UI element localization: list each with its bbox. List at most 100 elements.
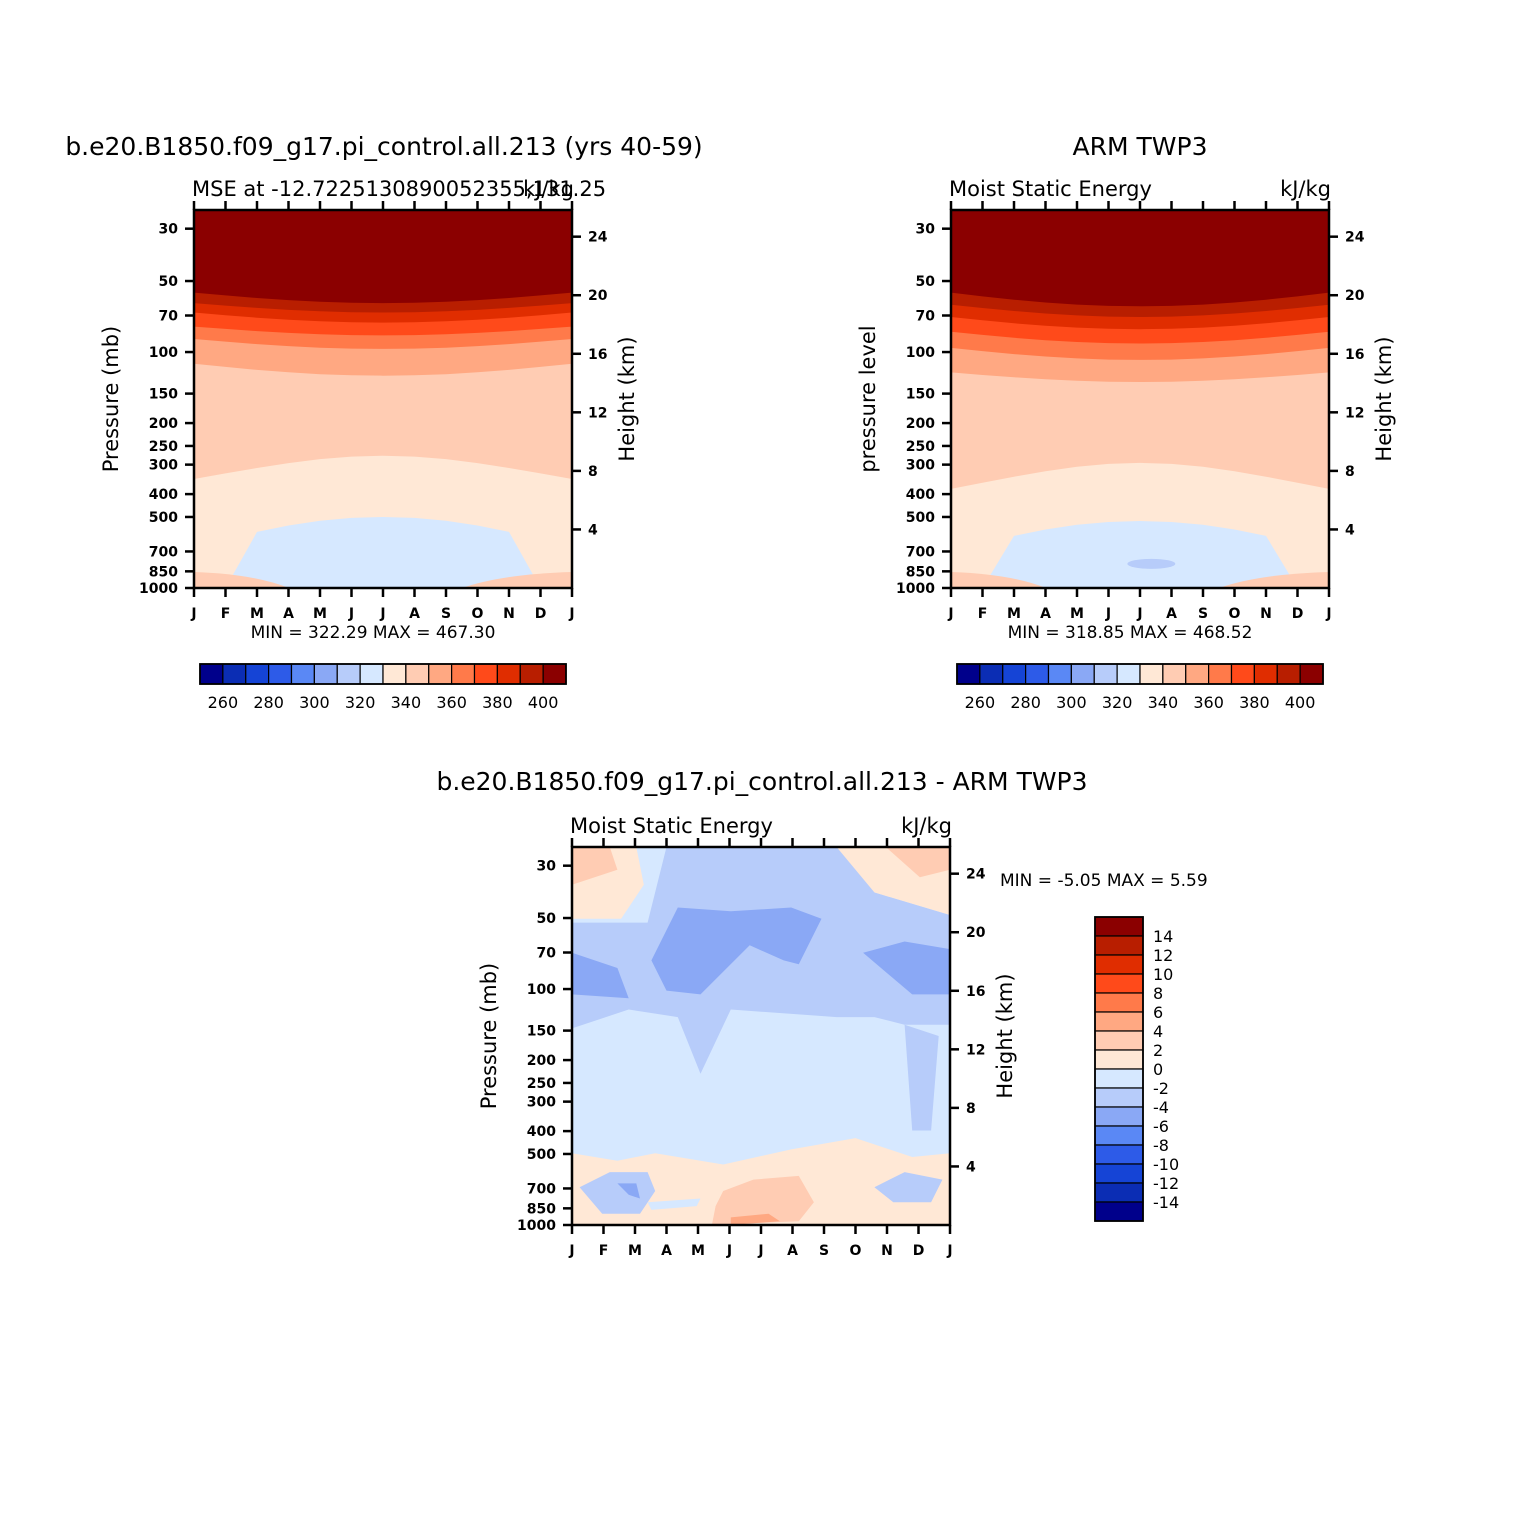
colorbar-label: 280	[1010, 693, 1041, 712]
y2-tick-label: 20	[966, 925, 986, 941]
y-tick-label: 200	[527, 1053, 556, 1069]
y-tick-label: 100	[149, 345, 178, 361]
x-tick-label: D	[535, 606, 547, 622]
x-tick-label: M	[250, 606, 264, 622]
contour-band	[874, 1172, 943, 1203]
y-tick-label: 850	[527, 1201, 556, 1217]
colorbar-label: 400	[528, 693, 559, 712]
x-tick-label: F	[978, 606, 988, 622]
colorbar-swatch	[359, 663, 384, 685]
x-tick-label: J	[568, 606, 574, 622]
colorbar-swatch	[1094, 1106, 1144, 1127]
x-tick-label: M	[1070, 606, 1084, 622]
colorbar-swatch	[245, 663, 270, 685]
y2-tick-label: 24	[1345, 230, 1365, 246]
contour-band	[1219, 572, 1329, 588]
y-tick-label: 700	[527, 1181, 556, 1197]
colorbar-swatch	[473, 663, 498, 685]
y2-tick-label: 8	[1345, 464, 1355, 480]
y-tick-label: 50	[537, 911, 557, 927]
colorbar-label: 0	[1153, 1060, 1163, 1079]
y-tick-label: 100	[906, 345, 935, 361]
contour-band	[863, 941, 950, 995]
panel-model: J F M A M J J A S O N D J 30 50 70 100 150 200 250 300 400 500…	[65, 132, 702, 712]
y-tick-label: 1000	[139, 581, 178, 597]
contour-band	[579, 1172, 656, 1214]
y2-tick-label: 12	[588, 405, 607, 421]
colorbar-label: -2	[1153, 1079, 1169, 1098]
x-tick-label: S	[441, 606, 451, 622]
y-axis-label: pressure level	[856, 325, 880, 472]
min-max-stats: MIN = -5.05 MAX = 5.59	[1000, 871, 1208, 891]
colorbar-swatch	[1094, 1125, 1144, 1146]
x-tick-label: O	[472, 606, 484, 622]
y2-tick-label: 4	[966, 1159, 976, 1175]
y2-axis-label: Height (km)	[993, 973, 1017, 1098]
x-tick-label: J	[726, 1243, 732, 1259]
y2-tick-label: 4	[588, 522, 598, 538]
colorbar-swatch	[1230, 663, 1255, 685]
colorbar-swatch	[1025, 663, 1050, 685]
colorbar-swatch	[1094, 1201, 1144, 1222]
x-tick-label: J	[947, 606, 953, 622]
colorbar-label: 340	[391, 693, 422, 712]
colorbar-swatch	[542, 663, 567, 685]
panel-title: b.e20.B1850.f09_g17.pi_control.all.213 -…	[436, 767, 1087, 796]
colorbar-swatch	[1094, 1049, 1144, 1070]
colorbar-label: -6	[1153, 1117, 1169, 1136]
y2-tick-label: 8	[966, 1101, 976, 1117]
y-tick-label: 700	[149, 544, 178, 560]
colorbar-label: 380	[482, 693, 513, 712]
y2-axis-label: Height (km)	[1372, 336, 1396, 461]
contour-band	[885, 847, 950, 878]
y2-tick-label: 24	[588, 230, 608, 246]
colorbar-label: 300	[299, 693, 330, 712]
colorbar-swatch	[1094, 992, 1144, 1013]
x-tick-label: J	[190, 606, 196, 622]
contour-band	[730, 1213, 780, 1225]
colorbar-label: 400	[1285, 693, 1316, 712]
colorbar-swatch	[1094, 1182, 1144, 1203]
y-tick-label: 500	[149, 510, 178, 526]
y2-tick-label: 20	[1345, 288, 1365, 304]
colorbar-label: 380	[1239, 693, 1270, 712]
colorbar-label: -10	[1153, 1155, 1179, 1174]
x-tick-label: S	[1198, 606, 1208, 622]
y-tick-label: 70	[537, 946, 557, 962]
colorbar-label: 10	[1153, 965, 1173, 984]
y-tick-label: 1000	[896, 581, 935, 597]
colorbar-label: -8	[1153, 1136, 1169, 1155]
contour-band	[617, 1183, 640, 1199]
contour-band	[572, 847, 950, 1074]
colorbar-label: -14	[1153, 1193, 1179, 1212]
x-tick-label: M	[313, 606, 327, 622]
y-tick-label: 70	[916, 309, 936, 325]
colorbar-label: 14	[1153, 927, 1173, 946]
colorbar-swatch	[1208, 663, 1233, 685]
colorbar-swatch	[519, 663, 544, 685]
y2-tick-label: 16	[1345, 347, 1364, 363]
panel-subtitle-left: MSE at -12.7225130890052355,131.25	[192, 177, 606, 201]
contour-band	[651, 907, 822, 995]
y2-tick-label: 4	[1345, 522, 1355, 538]
contour-band	[951, 572, 1046, 588]
y-tick-label: 30	[537, 859, 557, 875]
colorbar-label: 280	[253, 693, 284, 712]
contour-band	[904, 1024, 939, 1131]
colorbar-label: 12	[1153, 946, 1173, 965]
colorbar-swatch	[405, 663, 430, 685]
panel-subtitle-right: kJ/kg	[901, 814, 952, 838]
colorbar-swatch	[1070, 663, 1095, 685]
colorbar-label: 300	[1056, 693, 1087, 712]
x-tick-label: M	[691, 1243, 705, 1259]
panel-subtitle-left: Moist Static Energy	[949, 177, 1152, 201]
x-tick-label: O	[850, 1243, 862, 1259]
x-tick-label: J	[1325, 606, 1331, 622]
y-tick-label: 850	[149, 564, 178, 580]
colorbar-swatch	[1253, 663, 1278, 685]
y-tick-label: 50	[916, 274, 936, 290]
contour-band	[572, 952, 629, 999]
colorbar-swatch	[1299, 663, 1324, 685]
panel-difference: J F M A M J J A S O N D J305070100150200250300400500…	[436, 767, 1207, 1259]
y-tick-label: 400	[149, 487, 178, 503]
